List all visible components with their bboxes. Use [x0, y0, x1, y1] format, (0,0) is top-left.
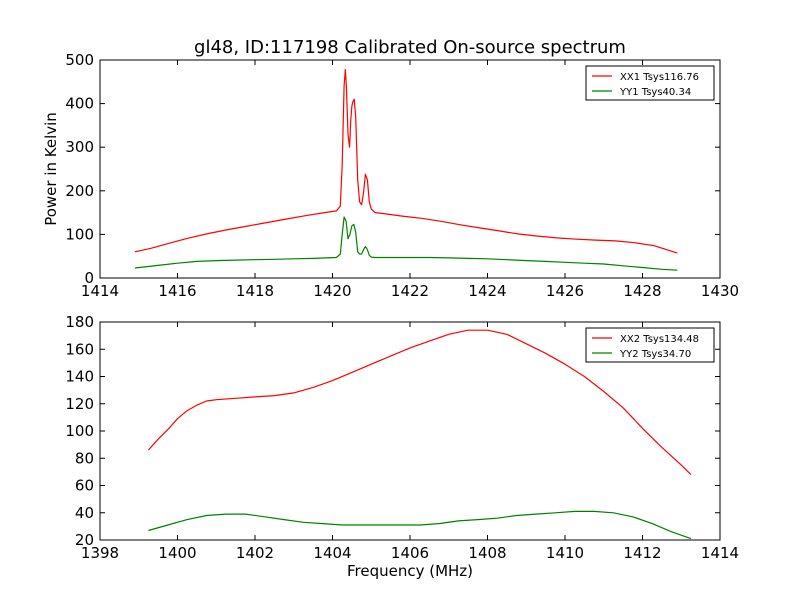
top-plot-legend-label: YY1 Tsys40.34	[619, 87, 691, 98]
bottom-plot-y-tick-label: 180	[65, 313, 94, 331]
top-plot-x-tick-label: 1430	[701, 282, 739, 300]
top-plot: 1414 1416 1418 1420 1422 1424 1426 1428 1430 0 10…	[65, 51, 739, 300]
bottom-plot-legend-box	[585, 327, 715, 363]
top-plot-x-tick-label: 1420	[313, 282, 351, 300]
bottom-plot-x-tick-label: 1404	[313, 544, 351, 562]
bottom-plot-x-tick-label: 1412	[623, 544, 661, 562]
top-plot-y-tick-label: 400	[65, 95, 94, 113]
bottom-plot-x-tick-label: 1402	[236, 544, 274, 562]
x-axis-label: Frequency (MHz)	[347, 562, 473, 580]
bottom-plot-series-line-2	[148, 510, 692, 540]
bottom-plot: 1398 1400 1402 1404 1406 1408 1410 1412 1414 20 4…	[65, 313, 739, 562]
bottom-plot-x-tick-label: 1408	[468, 544, 506, 562]
top-plot-x-ticks: 1414 1416 1418 1420 1422 1424 1426 1428 1430	[81, 60, 739, 300]
bottom-plot-y-tick-label: 100	[65, 422, 94, 440]
bottom-plot-x-tick-label: 1400	[158, 544, 196, 562]
top-plot-y-tick-label: 100	[65, 225, 94, 243]
top-plot-series-line-1	[134, 68, 678, 254]
bottom-plot-y-tick-label: 140	[65, 368, 94, 386]
top-plot-legend: XX1 Tsys116.76 YY1 Tsys40.34	[585, 65, 715, 101]
top-plot-x-tick-label: 1416	[158, 282, 196, 300]
bottom-plot-y-tick-label: 20	[75, 531, 94, 549]
bottom-plot-y-tick-label: 160	[65, 340, 94, 358]
top-plot-series-line-2	[134, 216, 678, 271]
top-plot-y-ticks: 0 100 200 300 400 500	[65, 51, 720, 287]
top-plot-legend-box	[585, 65, 715, 101]
top-plot-x-tick-label: 1426	[546, 282, 584, 300]
top-plot-y-tick-label: 200	[65, 182, 94, 200]
bottom-plot-y-ticks: 20 40 60 80 100 120 140 160 180	[65, 313, 720, 549]
top-plot-x-tick-label: 1422	[391, 282, 429, 300]
y-axis-label: Power in Kelvin	[42, 112, 60, 226]
top-plot-y-tick-label: 300	[65, 138, 94, 156]
figure-title: gl48, ID:117198 Calibrated On-source spe…	[194, 37, 626, 58]
bottom-plot-legend-label: XX2 Tsys134.48	[620, 334, 699, 345]
top-plot-x-tick-label: 1414	[81, 282, 119, 300]
bottom-plot-y-tick-label: 80	[75, 449, 94, 467]
top-plot-x-tick-label: 1428	[623, 282, 661, 300]
bottom-plot-series-line-1	[147, 329, 692, 476]
top-plot-x-tick-label: 1418	[236, 282, 274, 300]
bottom-plot-legend-label: YY2 Tsys34.70	[619, 349, 691, 360]
top-plot-legend-label: XX1 Tsys116.76	[620, 72, 699, 83]
bottom-plot-y-tick-label: 60	[75, 477, 94, 495]
bottom-plot-y-tick-label: 120	[65, 395, 94, 413]
bottom-plot-x-tick-label: 1406	[391, 544, 429, 562]
bottom-plot-x-ticks: 1398 1400 1402 1404 1406 1408 1410 1412 1414	[81, 322, 739, 562]
bottom-plot-lines	[147, 329, 692, 540]
top-plot-y-tick-label: 500	[65, 51, 94, 69]
bottom-plot-legend: XX2 Tsys134.48 YY2 Tsys34.70	[585, 327, 715, 363]
bottom-plot-x-tick-label: 1398	[81, 544, 119, 562]
top-plot-lines	[134, 68, 678, 271]
bottom-plot-y-tick-label: 40	[75, 504, 94, 522]
bottom-plot-x-tick-label: 1410	[546, 544, 584, 562]
top-plot-y-tick-label: 0	[84, 269, 94, 287]
top-plot-x-tick-label: 1424	[468, 282, 506, 300]
bottom-plot-x-tick-label: 1414	[701, 544, 739, 562]
